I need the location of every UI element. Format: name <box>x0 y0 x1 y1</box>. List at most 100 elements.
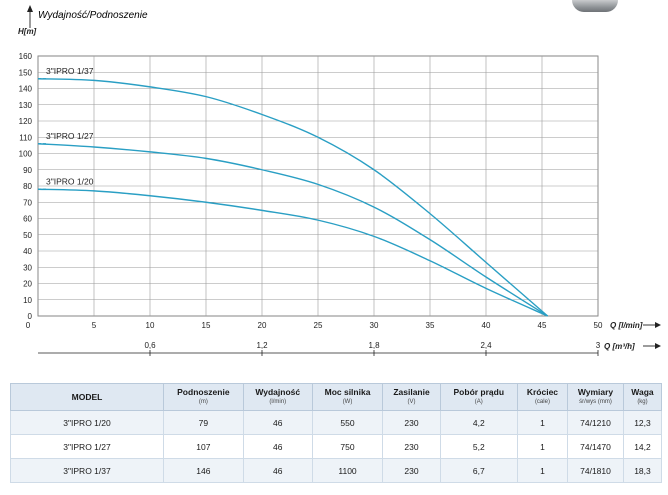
series-line <box>37 78 549 317</box>
y-tick-label: 70 <box>23 198 32 207</box>
table-cell: 18,3 <box>622 458 663 483</box>
table-cell: 46 <box>242 410 313 435</box>
y-tick-label: 60 <box>23 215 32 224</box>
column-header-label: MODEL <box>71 392 103 402</box>
column-header: Wydajność (l/min) <box>242 383 313 411</box>
table-body: 3"IPRO 1/20 79 46 550 230 4,2 1 74/1210 12,3 3"IP… <box>10 410 663 483</box>
table-row: 3"IPRO 1/37 146 46 1100 230 6,7 1 74/1810 18,3 <box>10 458 663 483</box>
y-tick-label: 130 <box>19 101 33 110</box>
table-cell: 74/1810 <box>567 458 624 483</box>
x-tick-label: 35 <box>426 321 435 330</box>
column-header-label: Wydajność <box>255 387 301 397</box>
y-axis-title: H[m] <box>18 27 37 36</box>
table-cell: 74/1210 <box>567 410 624 435</box>
y-tick-label: 150 <box>19 68 33 77</box>
x-tick-label: 10 <box>146 321 155 330</box>
series-line <box>37 188 548 317</box>
column-header-unit: (A) <box>474 399 483 405</box>
column-header-unit: (kg) <box>637 399 648 405</box>
column-header-unit: (cale) <box>534 399 550 405</box>
y-tick-label: 0 <box>28 312 33 321</box>
column-header-unit: śr/wys (mm) <box>579 399 612 405</box>
x-tick-label: 50 <box>594 321 603 330</box>
y-axis-arrow-head <box>27 5 33 12</box>
x-tick-label: 5 <box>92 321 97 330</box>
y-tick-label: 80 <box>23 182 32 191</box>
y-tick-label: 100 <box>19 150 33 159</box>
table-cell: 750 <box>311 434 384 459</box>
table-cell: 146 <box>163 458 244 483</box>
column-header: Wymiary śr/wys (mm) <box>567 383 624 411</box>
series-label: 3"IPRO 1/27 <box>46 131 94 141</box>
column-header: Moc silnika (W) <box>311 383 384 411</box>
pump-performance-chart: 0102030405060708090100110120130140150160… <box>18 5 661 356</box>
table-header-row: MODEL Podnoszenie (m) Wydajność (l/min) Moc s… <box>10 383 663 411</box>
table-cell: 107 <box>163 434 244 459</box>
y-axis-top-title: Wydajność/Podnoszenie <box>38 10 148 21</box>
y-tick-label: 50 <box>23 231 32 240</box>
column-header-unit: (m) <box>198 399 208 405</box>
column-header-label: Pobór prądu <box>453 387 505 397</box>
table-cell: 1 <box>516 458 569 483</box>
series-label: 3"IPRO 1/20 <box>46 176 94 186</box>
x-tick-label: 30 <box>370 321 379 330</box>
table-cell: 79 <box>163 410 244 435</box>
column-header-label: Zasilanie <box>393 387 430 397</box>
table-cell: 46 <box>242 458 313 483</box>
table-cell: 14,2 <box>622 434 663 459</box>
table-cell: 3"IPRO 1/27 <box>10 434 164 459</box>
column-header-unit: (W) <box>342 399 353 405</box>
series-line <box>37 143 548 317</box>
table-cell: 74/1470 <box>567 434 624 459</box>
table-cell: 3"IPRO 1/20 <box>10 410 164 435</box>
column-header-unit: (l/min) <box>269 399 287 405</box>
column-header-label: Króciec <box>526 387 559 397</box>
table-row: 3"IPRO 1/27 107 46 750 230 5,2 1 74/1470 14,2 <box>10 434 663 459</box>
table-cell: 4,2 <box>439 410 518 435</box>
column-header-label: Waga <box>631 387 654 397</box>
y-tick-label: 110 <box>19 133 32 142</box>
table-cell: 5,2 <box>439 434 518 459</box>
y-tick-label: 120 <box>19 117 33 126</box>
secondary-arrow-head <box>655 343 661 349</box>
column-header: Waga (kg) <box>622 383 663 411</box>
secondary-axis-title: Q [m³/h] <box>604 342 635 351</box>
y-tick-label: 20 <box>23 280 32 289</box>
y-tick-label: 40 <box>23 247 32 256</box>
table-cell: 12,3 <box>622 410 663 435</box>
x-tick-label: 15 <box>202 321 211 330</box>
table-cell: 550 <box>311 410 384 435</box>
secondary-axis-tick-label: 2,4 <box>480 341 492 350</box>
x-tick-label: 20 <box>258 321 267 330</box>
column-header: Pobór prądu (A) <box>439 383 518 411</box>
x-tick-label: 40 <box>482 321 491 330</box>
table-cell: 230 <box>382 410 441 435</box>
table-cell: 6,7 <box>439 458 518 483</box>
specification-table: MODEL Podnoszenie (m) Wydajność (l/min) Moc s… <box>10 383 663 483</box>
y-tick-label: 160 <box>19 52 33 61</box>
table-cell: 230 <box>382 458 441 483</box>
column-header-label: Moc silnika <box>324 387 371 397</box>
table-cell: 46 <box>242 434 313 459</box>
pump-product-image <box>572 0 618 12</box>
column-header: Króciec (cale) <box>516 383 569 411</box>
x-tick-label: 0 <box>26 321 31 330</box>
y-tick-label: 10 <box>23 296 32 305</box>
column-header-label: Podnoszenie <box>177 387 230 397</box>
column-header-label: Wymiary <box>577 387 614 397</box>
y-tick-label: 30 <box>23 263 32 272</box>
secondary-axis-tick-label: 3 <box>596 341 601 350</box>
table-cell: 3"IPRO 1/37 <box>10 458 164 483</box>
column-header: Zasilanie (V) <box>382 383 441 411</box>
series-label: 3"IPRO 1/37 <box>46 66 94 76</box>
column-header: Podnoszenie (m) <box>163 383 244 411</box>
y-tick-label: 90 <box>23 166 32 175</box>
table-cell: 1 <box>516 434 569 459</box>
table-row: 3"IPRO 1/20 79 46 550 230 4,2 1 74/1210 12,3 <box>10 410 663 435</box>
secondary-axis-tick-label: 1,2 <box>256 341 268 350</box>
column-header-unit: (V) <box>407 399 416 405</box>
x-tick-label: 45 <box>538 321 547 330</box>
table-cell: 1 <box>516 410 569 435</box>
secondary-axis-tick-label: 1,8 <box>368 341 380 350</box>
table-cell: 1100 <box>311 458 384 483</box>
